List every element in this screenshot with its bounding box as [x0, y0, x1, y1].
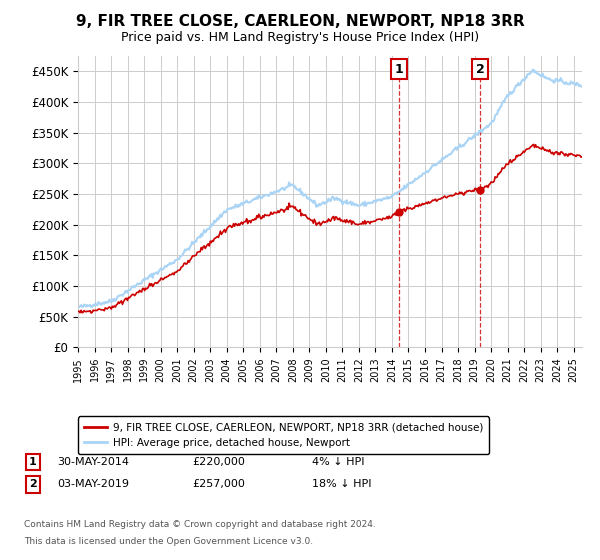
Text: £220,000: £220,000 [192, 457, 245, 467]
Text: This data is licensed under the Open Government Licence v3.0.: This data is licensed under the Open Gov… [24, 537, 313, 546]
Text: 2: 2 [476, 63, 485, 76]
Text: 4% ↓ HPI: 4% ↓ HPI [312, 457, 365, 467]
Text: 1: 1 [395, 63, 403, 76]
Text: Contains HM Land Registry data © Crown copyright and database right 2024.: Contains HM Land Registry data © Crown c… [24, 520, 376, 529]
Text: 18% ↓ HPI: 18% ↓ HPI [312, 479, 371, 489]
Text: 9, FIR TREE CLOSE, CAERLEON, NEWPORT, NP18 3RR: 9, FIR TREE CLOSE, CAERLEON, NEWPORT, NP… [76, 14, 524, 29]
Text: Price paid vs. HM Land Registry's House Price Index (HPI): Price paid vs. HM Land Registry's House … [121, 31, 479, 44]
Text: 2: 2 [29, 479, 37, 489]
Text: £257,000: £257,000 [192, 479, 245, 489]
Text: 1: 1 [29, 457, 37, 467]
Text: 30-MAY-2014: 30-MAY-2014 [57, 457, 129, 467]
Text: 03-MAY-2019: 03-MAY-2019 [57, 479, 129, 489]
Legend: 9, FIR TREE CLOSE, CAERLEON, NEWPORT, NP18 3RR (detached house), HPI: Average pr: 9, FIR TREE CLOSE, CAERLEON, NEWPORT, NP… [78, 417, 489, 454]
